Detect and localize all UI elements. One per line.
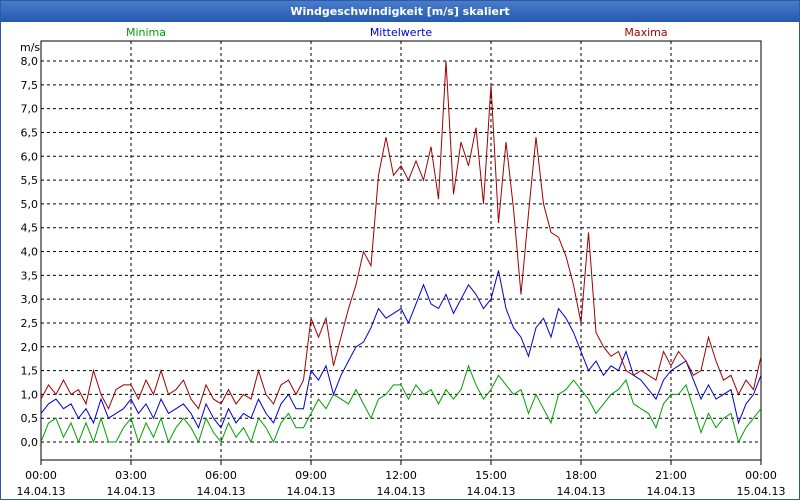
y-tick-label: 0,0 xyxy=(21,436,39,449)
x-tick-time: 00:00 xyxy=(745,469,777,482)
y-tick-label: 3,5 xyxy=(21,269,39,282)
y-tick-label: 2,0 xyxy=(21,341,39,354)
window-title: Windgeschwindigkeit [m/s] skaliert xyxy=(1,1,799,22)
y-axis-ticks: 0,0 0,5 1,0 1,5 2,0 2,5 3,0 3,5 4,0 4,5 5,0 5,5 6,0 6… xyxy=(21,55,39,449)
y-tick-label: 5,5 xyxy=(21,174,39,187)
series-line-minima xyxy=(40,364,762,444)
x-tick-time: 09:00 xyxy=(295,469,327,482)
y-tick-label: 6,0 xyxy=(21,150,39,163)
x-axis-ticks: 00:00 14.04.13 03:00 14.04.13 06:00 14.04.13 0… xyxy=(17,460,786,498)
x-tick-time: 21:00 xyxy=(655,469,687,482)
y-tick-label: 0,5 xyxy=(21,412,39,425)
x-tick-date: 14.04.13 xyxy=(197,485,246,498)
x-tick-date: 14.04.13 xyxy=(287,485,336,498)
y-tick-label: 7,0 xyxy=(21,103,39,116)
legend: Minima Mittelwerte Maxima xyxy=(126,26,668,39)
series-line-mittelwerte xyxy=(40,270,762,429)
x-tick-time: 18:00 xyxy=(565,469,597,482)
x-tick-time: 12:00 xyxy=(385,469,417,482)
y-tick-label: 8,0 xyxy=(21,55,39,68)
x-tick-time: 06:00 xyxy=(205,469,237,482)
y-tick-label: 3,0 xyxy=(21,293,39,306)
y-tick-label: 6,5 xyxy=(21,126,39,139)
x-tick-date: 14.04.13 xyxy=(467,485,516,498)
x-tick-date: 14.04.13 xyxy=(17,485,66,498)
y-tick-label: 7,5 xyxy=(21,79,39,92)
legend-mittelwerte: Mittelwerte xyxy=(370,26,433,39)
legend-minima: Minima xyxy=(126,26,166,39)
series-line-maxima xyxy=(40,60,762,410)
y-tick-label: 1,5 xyxy=(21,365,39,378)
y-tick-label: 5,0 xyxy=(21,198,39,211)
y-tick-label: 2,5 xyxy=(21,317,39,330)
chart-grid xyxy=(41,41,761,460)
y-tick-label: 4,0 xyxy=(21,246,39,259)
series-lines xyxy=(40,60,762,444)
legend-maxima: Maxima xyxy=(624,26,667,39)
x-tick-date: 14.04.13 xyxy=(107,485,156,498)
x-tick-time: 15:00 xyxy=(475,469,507,482)
y-tick-label: 4,5 xyxy=(21,222,39,235)
x-tick-date: 14.04.13 xyxy=(377,485,426,498)
x-tick-date: 14.04.13 xyxy=(647,485,696,498)
x-tick-date: 14.04.13 xyxy=(557,485,606,498)
y-axis-label: m/s xyxy=(20,41,40,54)
x-tick-date: 15.04.13 xyxy=(737,485,786,498)
x-tick-time: 03:00 xyxy=(115,469,147,482)
x-tick-time: 00:00 xyxy=(25,469,57,482)
y-tick-label: 1,0 xyxy=(21,388,39,401)
